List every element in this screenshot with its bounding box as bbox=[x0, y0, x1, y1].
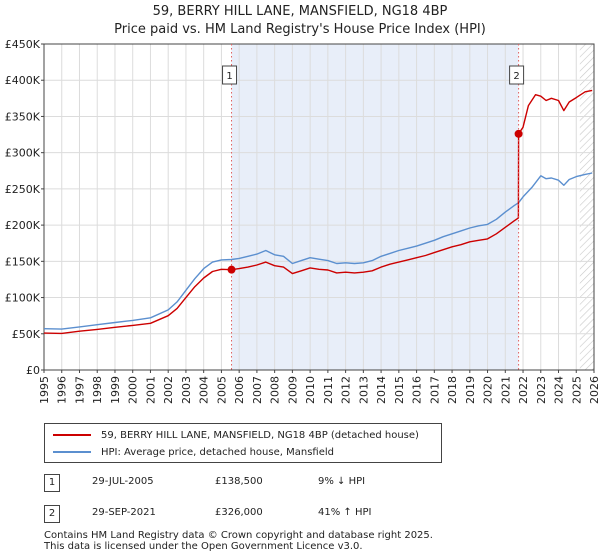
y-tick-label: £0 bbox=[26, 364, 40, 377]
series-line-property bbox=[43, 89, 593, 335]
x-tick-label: 2026 bbox=[588, 376, 600, 404]
chart-title: 59, BERRY HILL LANE, MANSFIELD, NG18 4BP bbox=[152, 4, 448, 19]
transaction-date: 29-SEP-2021 bbox=[92, 507, 156, 518]
footer: Contains HM Land Registry data © Crown c… bbox=[44, 530, 433, 552]
x-tick-label: 2015 bbox=[393, 376, 406, 404]
x-tick-label: 2019 bbox=[464, 376, 477, 404]
forecast-hatch bbox=[579, 44, 594, 370]
x-tick-label: 1998 bbox=[91, 376, 104, 404]
sale-marker-label: 1 bbox=[226, 71, 232, 82]
transaction-hpi-diff: 41% ↑ HPI bbox=[318, 507, 372, 518]
x-tick-label: 1995 bbox=[38, 376, 51, 404]
x-tick-label: 2000 bbox=[127, 376, 140, 404]
sale-point bbox=[227, 265, 236, 274]
transaction-price: £326,000 bbox=[215, 507, 263, 518]
sale-marker-box bbox=[222, 65, 238, 85]
transaction-hpi-diff: 9% ↓ HPI bbox=[318, 476, 366, 487]
x-tick-label: 2007 bbox=[251, 376, 264, 404]
x-tick-label: 2002 bbox=[162, 376, 175, 404]
chart-subtitle: Price paid vs. HM Land Registry's House … bbox=[114, 22, 486, 37]
x-tick-label: 2009 bbox=[286, 376, 299, 404]
x-tick-label: 2011 bbox=[322, 376, 335, 404]
ownership-shading bbox=[231, 44, 519, 370]
legend-item-hpi: HPI: Average price, detached house, Mans… bbox=[53, 443, 334, 461]
sale-marker-box bbox=[509, 65, 525, 85]
x-tick-label: 1997 bbox=[73, 376, 86, 404]
x-tick-label: 2008 bbox=[269, 376, 282, 404]
x-tick-label: 2020 bbox=[482, 376, 495, 404]
legend-label-property: 59, BERRY HILL LANE, MANSFIELD, NG18 4BP… bbox=[101, 429, 419, 441]
x-tick-label: 2005 bbox=[215, 376, 228, 404]
x-tick-label: 2023 bbox=[535, 376, 548, 404]
sale-marker-label: 2 bbox=[513, 71, 519, 82]
x-tick-label: 2022 bbox=[517, 376, 530, 404]
x-tick-label: 2025 bbox=[570, 376, 583, 404]
plot-frame bbox=[43, 43, 595, 371]
legend-line-property bbox=[53, 434, 91, 436]
legend-item-property: 59, BERRY HILL LANE, MANSFIELD, NG18 4BP… bbox=[53, 426, 419, 444]
legend: 59, BERRY HILL LANE, MANSFIELD, NG18 4BP… bbox=[44, 423, 442, 463]
x-tick-label: 2018 bbox=[446, 376, 459, 404]
price-chart: £0 £50K £100K £150K £200K £250K £300K £350K £400… bbox=[5, 38, 600, 404]
transaction-row: 1 29-JUL-2005 £138,500 9% ↓ HPI bbox=[0, 474, 600, 494]
y-tick-label: £300K bbox=[5, 147, 41, 160]
y-tick-label: £50K bbox=[12, 328, 41, 341]
x-tick-label: 1996 bbox=[56, 376, 69, 404]
footer-license: This data is licensed under the Open Gov… bbox=[44, 541, 363, 552]
y-tick-label: £250K bbox=[5, 183, 41, 196]
x-tick-label: 2024 bbox=[553, 376, 566, 404]
sale-point bbox=[514, 129, 523, 138]
footer-copyright: Contains HM Land Registry data © Crown c… bbox=[44, 530, 433, 541]
y-tick-label: £150K bbox=[5, 255, 41, 268]
transaction-marker: 2 bbox=[44, 505, 60, 523]
x-tick-label: 2001 bbox=[144, 376, 157, 404]
x-tick-label: 1999 bbox=[109, 376, 122, 404]
transaction-marker: 1 bbox=[44, 474, 60, 492]
x-tick-label: 2014 bbox=[375, 376, 388, 404]
legend-label-hpi: HPI: Average price, detached house, Mans… bbox=[101, 446, 334, 458]
x-tick-label: 2017 bbox=[428, 376, 441, 404]
transaction-row: 2 29-SEP-2021 £326,000 41% ↑ HPI bbox=[0, 505, 600, 525]
transaction-date: 29-JUL-2005 bbox=[92, 476, 154, 487]
x-tick-label: 2003 bbox=[180, 376, 193, 404]
y-tick-label: £350K bbox=[5, 110, 41, 123]
series-line-hpi bbox=[43, 172, 593, 330]
x-tick-label: 2004 bbox=[198, 376, 211, 404]
x-tick-label: 2006 bbox=[233, 376, 246, 404]
legend-line-hpi bbox=[53, 451, 91, 453]
x-tick-label: 2013 bbox=[357, 376, 370, 404]
y-tick-label: £450K bbox=[5, 38, 41, 51]
x-tick-label: 2010 bbox=[304, 376, 317, 404]
transaction-price: £138,500 bbox=[215, 476, 263, 487]
y-tick-label: £400K bbox=[5, 74, 41, 87]
y-tick-label: £100K bbox=[5, 292, 41, 305]
x-tick-label: 2021 bbox=[499, 376, 512, 404]
x-tick-label: 2012 bbox=[340, 376, 353, 404]
x-tick-label: 2016 bbox=[411, 376, 424, 404]
y-tick-label: £200K bbox=[5, 219, 41, 232]
